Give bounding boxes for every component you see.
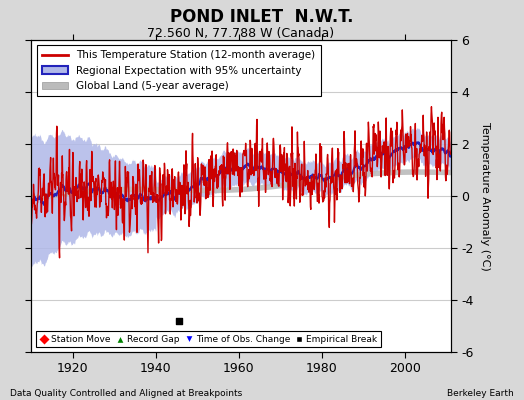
Title: 72.560 N, 77.788 W (Canada): 72.560 N, 77.788 W (Canada)	[147, 27, 335, 40]
Text: Data Quality Controlled and Aligned at Breakpoints: Data Quality Controlled and Aligned at B…	[10, 389, 243, 398]
Y-axis label: Temperature Anomaly (°C): Temperature Anomaly (°C)	[480, 122, 490, 270]
Text: Berkeley Earth: Berkeley Earth	[447, 389, 514, 398]
Text: POND INLET  N.W.T.: POND INLET N.W.T.	[170, 8, 354, 26]
Legend: Station Move, Record Gap, Time of Obs. Change, Empirical Break: Station Move, Record Gap, Time of Obs. C…	[36, 331, 381, 348]
Point	[174, 318, 183, 324]
